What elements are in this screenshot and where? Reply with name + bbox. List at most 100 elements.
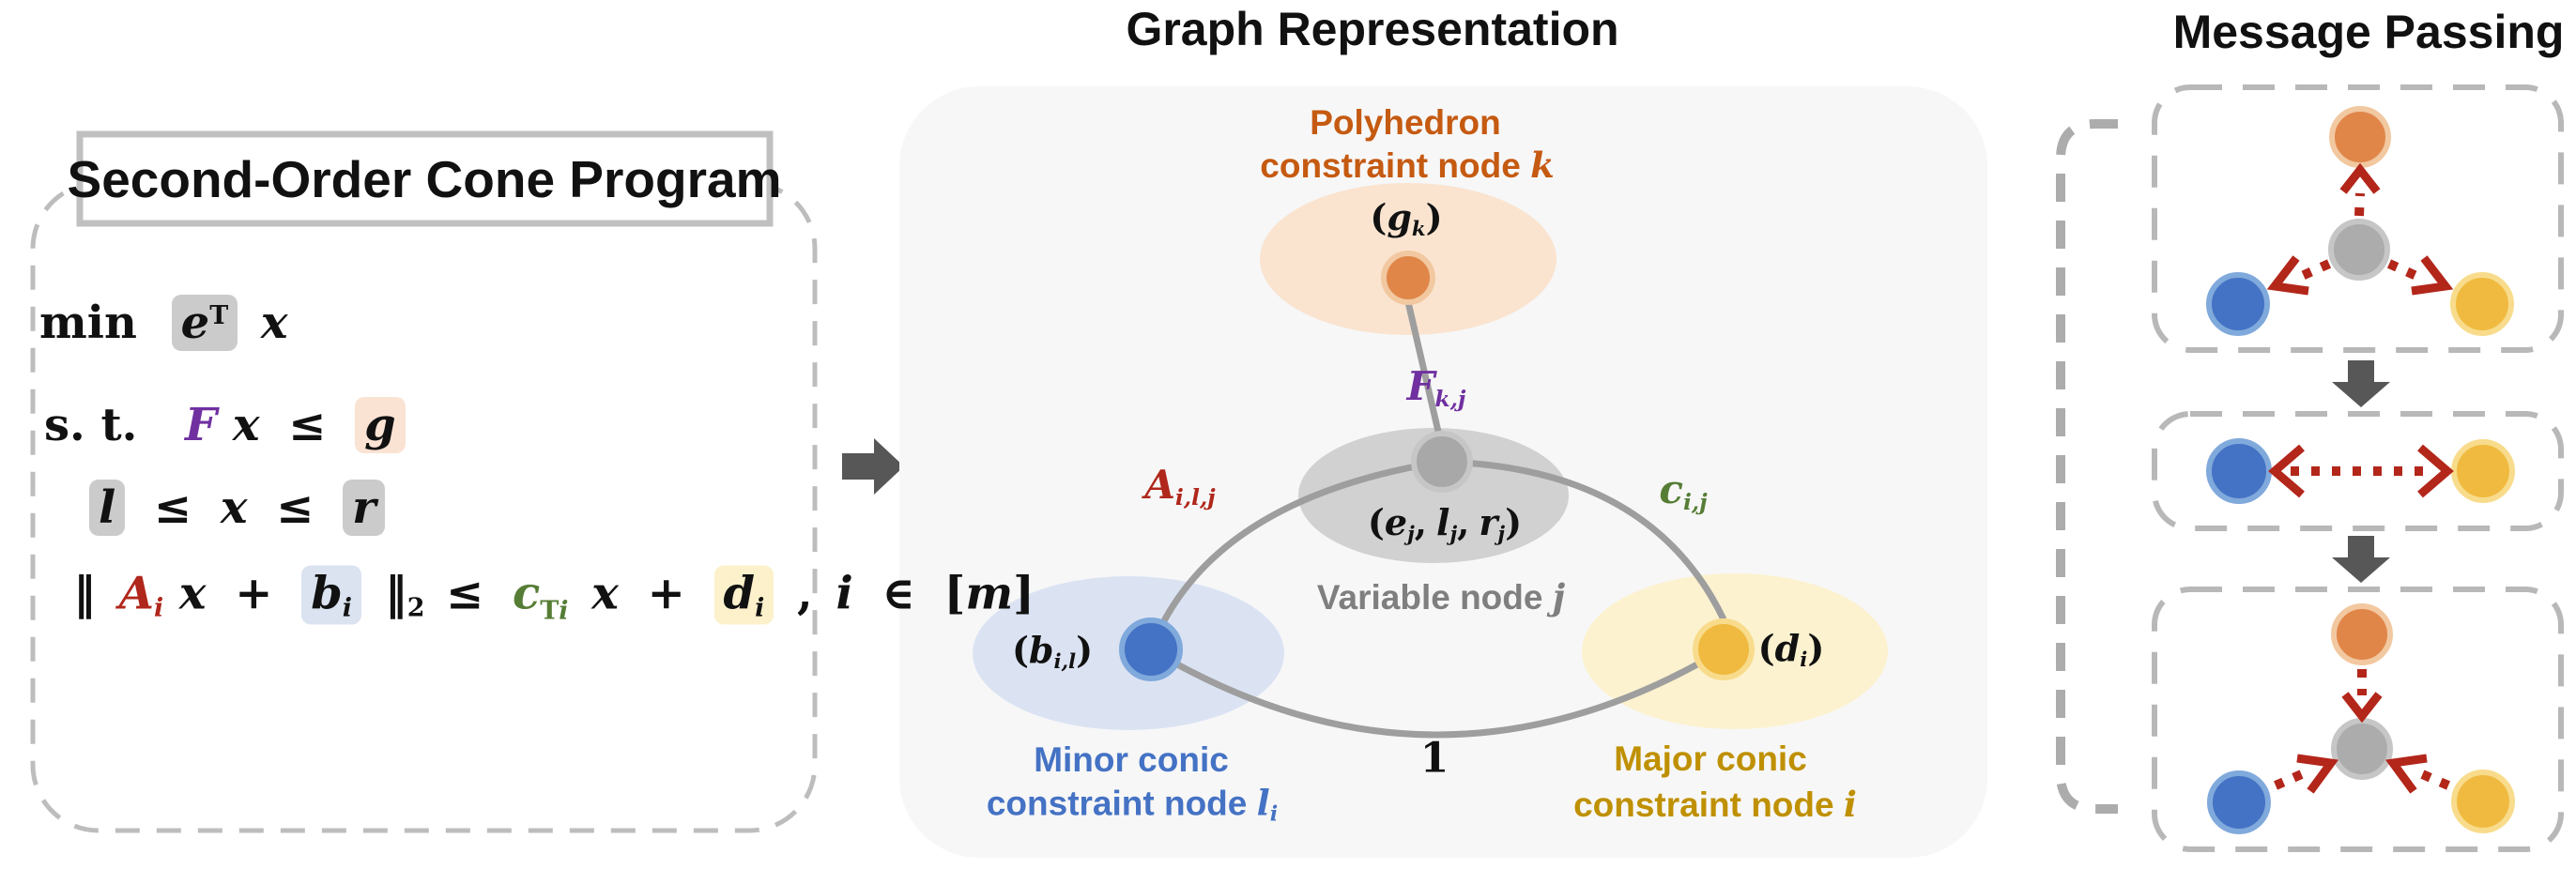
- paren-open: (: [1370, 195, 1388, 238]
- l-symbol: l: [1256, 782, 1270, 824]
- msg1-arrow-right-head: [2411, 255, 2454, 296]
- msg3-arrow-from-minor-shaft: [2274, 769, 2306, 790]
- di-feature-label: (di): [1758, 627, 1825, 672]
- x-symbol: x: [260, 297, 288, 349]
- F-subscript: k,j: [1434, 386, 1466, 413]
- comma: ,: [1414, 500, 1428, 543]
- major-label-text: constraint node: [1573, 785, 1844, 824]
- msg3-polyhedron-node: [2331, 603, 2393, 665]
- graph-panel-title: Graph Representation: [1126, 3, 1619, 55]
- msg1-arrow-left-shaft: [2299, 259, 2332, 281]
- j-symbol: j: [1552, 576, 1566, 617]
- flow-right-arrow-icon: [842, 438, 904, 495]
- msg1-minor-node: [2206, 272, 2270, 336]
- e-symbol: e: [180, 297, 210, 349]
- c-subscript: i,j: [1682, 489, 1708, 516]
- leq-operator: ≤: [288, 399, 327, 451]
- i-symbol: i: [836, 567, 853, 620]
- bil-feature-label: (bi,l): [1012, 629, 1093, 674]
- x-symbol: x: [178, 567, 207, 620]
- norm-close: ‖: [384, 567, 407, 620]
- b-symbol: b: [311, 567, 343, 620]
- l-symbol: l: [1436, 500, 1450, 543]
- min-operator: min: [39, 297, 137, 349]
- down-arrow-icon-2: [2332, 536, 2390, 583]
- paren-close: ): [1425, 195, 1443, 238]
- x-symbol: x: [232, 399, 260, 451]
- msg1-arrow-up-head: [2339, 162, 2381, 194]
- polyhedron-label-line2: constraint node k: [1260, 145, 1554, 186]
- edge-F-kj: [1404, 301, 1443, 436]
- g-highlight: g: [355, 397, 406, 453]
- edge-label-Fkj: Fk,j: [1407, 363, 1466, 412]
- major-label-line1: Major conic: [1614, 739, 1807, 778]
- socp-constraint-polyhedron: s. t. F x ≤ g: [44, 397, 406, 453]
- plus-operator: +: [235, 567, 273, 620]
- transpose-sup: T: [209, 301, 229, 331]
- paren-open: (: [1757, 626, 1775, 669]
- message-box-1: [2152, 84, 2564, 353]
- l-highlight: l: [89, 480, 126, 536]
- b-symbol: b: [1028, 628, 1054, 671]
- minor-conic-node: [1119, 617, 1183, 681]
- variable-label-text: Variable node: [1316, 578, 1553, 617]
- c-supsub: Ti: [540, 596, 569, 626]
- msg3-variable-node: [2331, 718, 2393, 780]
- msg2-arrow-left-head: [2268, 444, 2305, 498]
- msg1-variable-node: [2328, 219, 2390, 281]
- norm-subscript: 2: [406, 593, 425, 623]
- d-symbol: d: [723, 567, 756, 620]
- F-symbol: F: [1406, 362, 1435, 409]
- b-highlight: bi: [301, 565, 361, 625]
- socp-panel-title: Second-Order Cone Program: [67, 150, 782, 208]
- d-symbol: d: [1774, 626, 1801, 669]
- msg1-polyhedron-node: [2329, 106, 2391, 168]
- b-subscript: i: [342, 593, 352, 623]
- x-symbol: x: [220, 481, 248, 534]
- message-box-3: [2152, 587, 2564, 852]
- msg2-arrow-right-head: [2417, 444, 2454, 498]
- edge-one: [1149, 646, 1725, 739]
- msg3-minor-node: [2207, 770, 2271, 834]
- socp-panel-border: [30, 180, 818, 833]
- bracket-close: ]: [1013, 567, 1035, 620]
- F-symbol: F: [185, 399, 218, 451]
- e-highlight: eT: [171, 295, 238, 351]
- edge-label-cij: ci,j: [1659, 466, 1707, 515]
- i-symbol: i: [1843, 784, 1857, 825]
- msg3-arrow-from-major-shaft: [2418, 769, 2450, 790]
- down-arrow-icon-1: [2332, 360, 2390, 407]
- c-transpose: T: [540, 596, 560, 626]
- r-subscript: j: [1497, 523, 1506, 547]
- msg1-arrow-up-shaft: [2354, 192, 2365, 217]
- A-symbol: A: [118, 567, 154, 620]
- r-symbol: r: [1479, 500, 1498, 543]
- st-label: s. t.: [44, 399, 138, 451]
- edge-A-ilj: [1147, 458, 1443, 651]
- l-subscript: j: [1449, 523, 1458, 547]
- A-subscript: i,l,j: [1174, 484, 1216, 511]
- c-symbol: c: [513, 567, 541, 620]
- paren-close: ): [1076, 628, 1094, 671]
- minor-label-line1: Minor conic: [1034, 740, 1229, 779]
- msg1-arrow-right-shaft: [2386, 259, 2419, 281]
- polyhedron-node: [1381, 251, 1435, 305]
- leq-operator: ≤: [153, 481, 192, 534]
- msg3-arrow-down-head: [2341, 692, 2383, 724]
- comma: ,: [1457, 500, 1470, 543]
- k-symbol: k: [1530, 145, 1555, 186]
- edge-label-Ailj: Ai,l,j: [1144, 462, 1215, 511]
- g-symbol: g: [1387, 195, 1412, 238]
- socp-objective: min eT x: [39, 295, 288, 351]
- minor-label-line2: constraint node li: [987, 783, 1278, 827]
- norm-open: ‖: [73, 567, 96, 620]
- A-symbol: A: [1144, 461, 1175, 508]
- gk-feature-label: (gk): [1370, 196, 1442, 241]
- polyhedron-label-text: constraint node: [1260, 146, 1531, 185]
- msg2-minor-node: [2206, 438, 2272, 504]
- bracket-open: [: [943, 567, 966, 620]
- c-subscript: i: [559, 596, 569, 626]
- l-subscript: i: [1269, 801, 1279, 827]
- msg2-major-node: [2451, 439, 2515, 503]
